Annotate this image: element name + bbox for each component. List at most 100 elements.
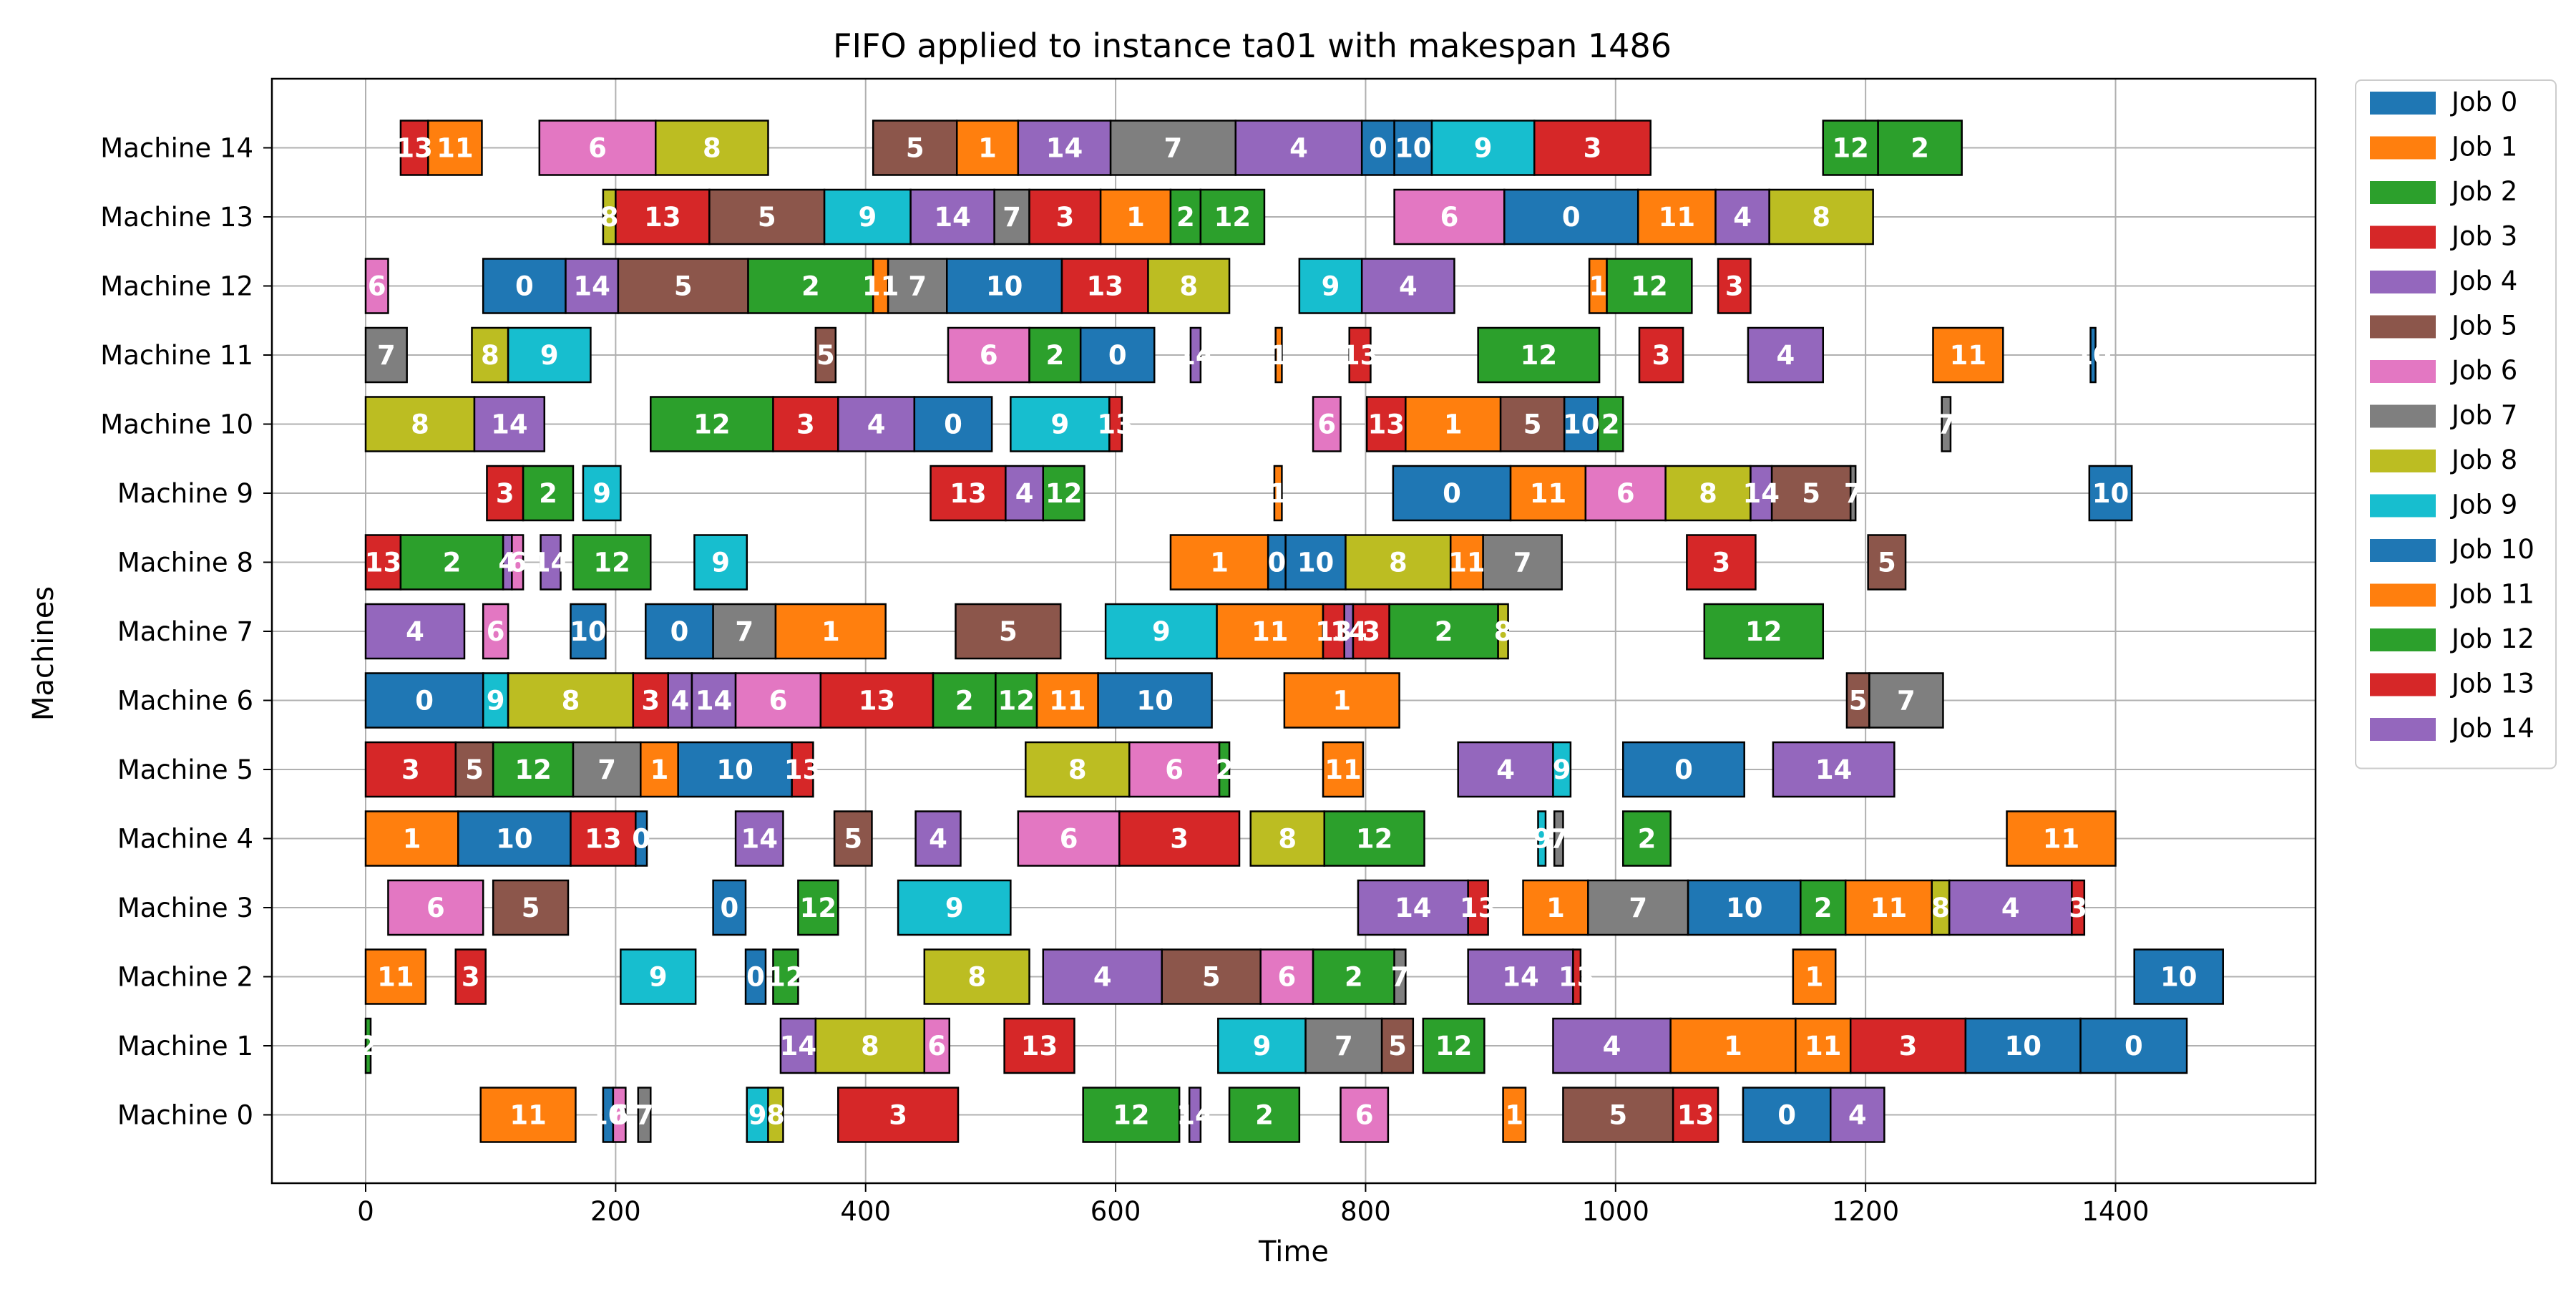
operation-label: 12 xyxy=(1631,271,1668,302)
operation-label: 6 xyxy=(1355,1100,1374,1131)
operation-label: 5 xyxy=(674,271,693,302)
operation-label: 11 xyxy=(377,962,414,993)
operation-label: 7 xyxy=(597,754,616,785)
operation-bar xyxy=(2088,465,2133,522)
operation-label: 0 xyxy=(1369,133,1387,164)
operation-label: 4 xyxy=(406,616,424,647)
operation-label: 14 xyxy=(1815,754,1853,785)
legend-label: Job 13 xyxy=(2450,669,2534,699)
operation-label: 3 xyxy=(1712,548,1731,578)
legend-label: Job 8 xyxy=(2450,445,2517,475)
y-tick-label-10: Machine 10 xyxy=(100,409,253,440)
operation-label: 7 xyxy=(1335,1031,1353,1062)
operation-label: 11 xyxy=(1659,202,1696,233)
operation-label: 12 xyxy=(997,686,1035,717)
operation-label: 10 xyxy=(2092,478,2129,509)
operation-label: 7 xyxy=(1002,202,1021,233)
operation-bar xyxy=(955,120,1020,176)
operation-bar xyxy=(650,396,774,452)
operation-bar xyxy=(2089,326,2097,384)
operation-label: 8 xyxy=(1699,478,1717,509)
operation-label: 0 xyxy=(746,962,765,993)
operation-bar xyxy=(1147,258,1231,314)
operation-bar xyxy=(1553,810,1564,867)
operation-bar xyxy=(1669,1017,1797,1074)
operation-label: 4 xyxy=(1603,1031,1621,1062)
operation-bar xyxy=(1392,465,1512,522)
chart-title: FIFO applied to instance ta01 with makes… xyxy=(833,26,1672,65)
operation-bar xyxy=(823,188,912,246)
operation-bar xyxy=(734,810,784,867)
operation-bar xyxy=(1304,1017,1383,1074)
operation-label: 9 xyxy=(1050,409,1069,440)
operation-label: 8 xyxy=(562,686,580,717)
operation-label: 13 xyxy=(950,478,987,509)
operation-label: 12 xyxy=(593,548,630,578)
operation-bar xyxy=(947,326,1030,384)
operation-label: 3 xyxy=(1055,202,1074,233)
operation-label: 5 xyxy=(1609,1100,1627,1131)
y-axis-label: Machines xyxy=(27,586,60,721)
operation-label: 11 xyxy=(1049,686,1086,717)
operation-bar xyxy=(1217,1017,1307,1074)
legend-swatch xyxy=(2370,450,2436,472)
operation-label: 10 xyxy=(1563,409,1600,440)
x-axis-label: Time xyxy=(1258,1235,1329,1268)
operation-label: 4 xyxy=(1093,962,1112,993)
operation-bar xyxy=(1572,948,1582,1005)
legend: Job 0 Job 1 Job 2 Job 3 Job 4 Job 5 Job 6 Job 7… xyxy=(2355,79,2557,769)
operation-label: 5 xyxy=(1202,962,1221,993)
operation-bar xyxy=(1322,741,1365,798)
operation-bar xyxy=(1829,1087,1885,1143)
operation-label: 5 xyxy=(758,202,776,233)
operation-label: 13 xyxy=(1097,409,1134,440)
operation-bar xyxy=(1606,258,1693,314)
operation-label: 14 xyxy=(780,1031,817,1062)
x-tick-label-3: 600 xyxy=(1091,1196,1141,1227)
operation-label: 9 xyxy=(649,962,668,993)
operation-label: 5 xyxy=(1849,686,1868,717)
operation-label: 13 xyxy=(784,754,821,785)
legend-swatch xyxy=(2370,404,2436,428)
operation-bar xyxy=(923,1017,951,1074)
operation-label: 13 xyxy=(1558,962,1596,993)
operation-bar xyxy=(1365,396,1407,452)
operation-label: 13 xyxy=(1315,616,1352,647)
operation-label: 10 xyxy=(1136,686,1174,717)
operation-label: 9 xyxy=(858,202,877,233)
operation-bar xyxy=(1161,948,1262,1005)
operation-bar xyxy=(1482,534,1563,591)
operation-label: 12 xyxy=(1745,616,1782,647)
operation-label: 10 xyxy=(986,271,1023,302)
operation-label: 10 xyxy=(716,754,753,785)
operation-label: 3 xyxy=(496,478,514,509)
operation-bar xyxy=(1770,465,1852,522)
operation-label: 9 xyxy=(592,478,611,509)
operation-bar xyxy=(1932,326,2004,384)
operation-label: 14 xyxy=(1177,340,1214,371)
operation-label: 9 xyxy=(945,893,964,923)
operation-bar xyxy=(364,948,427,1005)
operation-bar xyxy=(364,810,459,867)
operation-bar xyxy=(1079,326,1156,384)
operation-bar xyxy=(746,1087,769,1143)
operation-bar xyxy=(772,396,839,452)
operation-bar xyxy=(1345,534,1452,591)
operation-label: 10 xyxy=(1297,548,1335,578)
operation-label: 10 xyxy=(1726,893,1763,923)
operation-label: 1 xyxy=(978,133,997,164)
operation-bar xyxy=(427,120,483,176)
operation-bar xyxy=(1199,188,1266,246)
operation-label: 2 xyxy=(1215,754,1234,785)
operation-label: 11 xyxy=(1252,616,1289,647)
operation-bar xyxy=(797,879,839,936)
operation-label: 6 xyxy=(1060,824,1078,855)
operation-label: 12 xyxy=(800,893,837,923)
operation-bar xyxy=(747,258,874,314)
operation-label: 8 xyxy=(1179,271,1198,302)
operation-bar xyxy=(620,948,697,1005)
operation-label: 6 xyxy=(368,271,386,302)
operation-label: 4 xyxy=(1776,340,1795,371)
operation-label: 11 xyxy=(1324,754,1362,785)
